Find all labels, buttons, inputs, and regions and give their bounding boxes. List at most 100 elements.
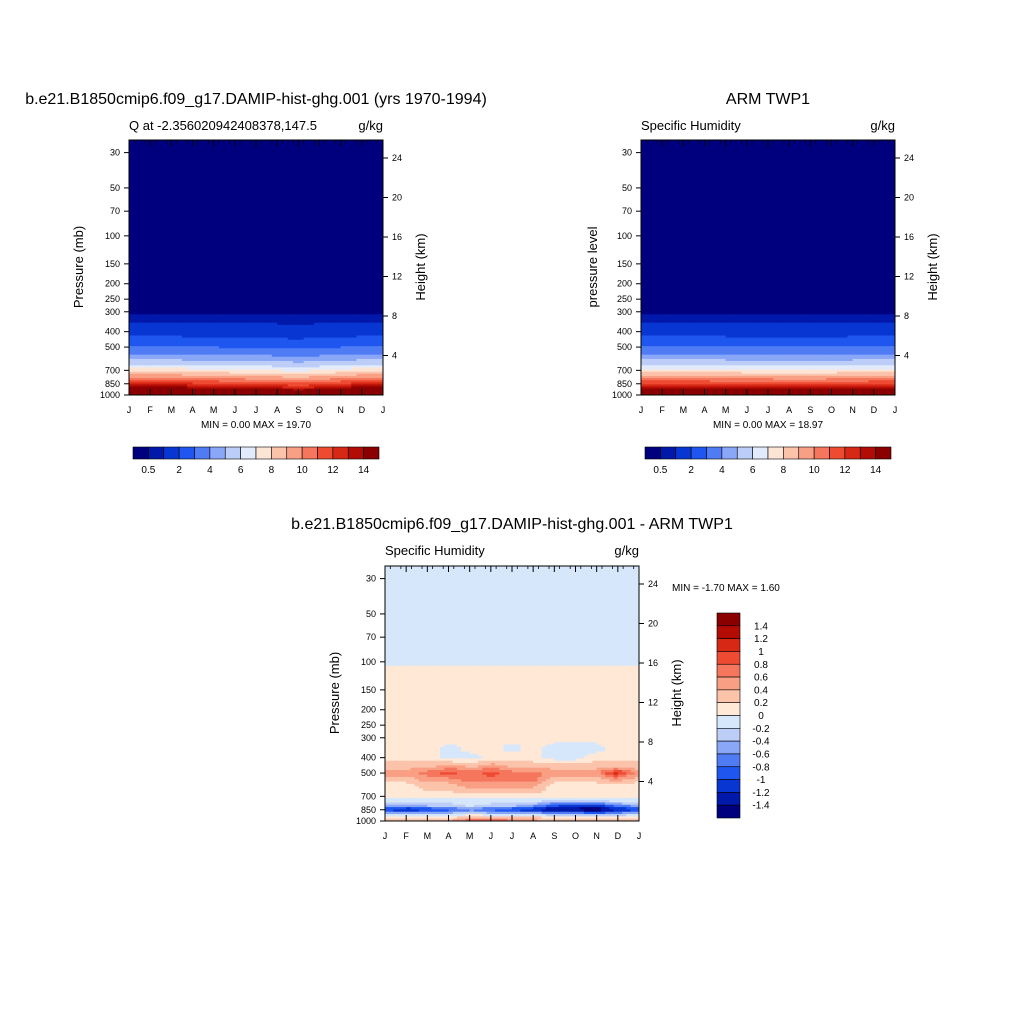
model-cell bbox=[192, 222, 199, 226]
model-cell bbox=[139, 365, 146, 368]
model-cell bbox=[213, 216, 220, 220]
model-cell bbox=[181, 384, 188, 388]
model-cell bbox=[234, 290, 241, 294]
model-cell bbox=[213, 305, 220, 309]
model-cell bbox=[240, 352, 247, 356]
model-cell bbox=[277, 229, 284, 232]
model-cell bbox=[324, 367, 331, 371]
model-cell bbox=[192, 225, 199, 228]
model-cell bbox=[150, 199, 157, 203]
model-cell bbox=[319, 380, 326, 383]
model-cell bbox=[271, 144, 278, 147]
model-cell bbox=[340, 256, 347, 260]
model-cell bbox=[171, 161, 178, 164]
model-cell bbox=[266, 218, 273, 222]
model-cell bbox=[303, 346, 310, 349]
model-cell bbox=[144, 382, 151, 385]
model-cell bbox=[314, 333, 321, 337]
model-cell bbox=[250, 178, 257, 181]
model-cell bbox=[250, 174, 257, 177]
model-cell bbox=[250, 305, 257, 309]
model-cell bbox=[282, 324, 289, 328]
model-cell bbox=[160, 392, 167, 395]
model-cell bbox=[256, 242, 262, 245]
model-cell bbox=[234, 231, 241, 235]
model-cell bbox=[324, 242, 331, 245]
model-cell bbox=[187, 159, 194, 162]
model-cell bbox=[245, 303, 252, 307]
model-cell bbox=[335, 199, 342, 203]
model-cell bbox=[282, 335, 289, 339]
model-cell bbox=[218, 186, 225, 190]
model-cell bbox=[171, 197, 178, 201]
model-cell bbox=[229, 180, 236, 184]
model-cell bbox=[282, 378, 289, 381]
model-cell bbox=[144, 278, 151, 281]
model-cell bbox=[208, 335, 215, 339]
model-cell bbox=[314, 371, 321, 375]
model-cell bbox=[303, 299, 310, 303]
model-cell bbox=[245, 184, 252, 188]
model-cell bbox=[324, 324, 331, 328]
model-cell bbox=[303, 290, 310, 294]
model-cell bbox=[266, 358, 273, 362]
model-cell bbox=[271, 150, 278, 154]
model-cell bbox=[256, 165, 262, 169]
model-cell bbox=[224, 273, 231, 277]
model-cell bbox=[271, 269, 278, 273]
model-cell bbox=[187, 157, 194, 160]
model-cell bbox=[234, 225, 241, 228]
model-cell bbox=[144, 380, 151, 383]
model-cell bbox=[345, 212, 352, 215]
model-cell bbox=[208, 361, 215, 364]
model-cell bbox=[319, 180, 326, 184]
model-cell bbox=[282, 369, 289, 373]
model-cell bbox=[240, 365, 247, 368]
model-cell bbox=[166, 367, 172, 371]
model-cell bbox=[345, 288, 352, 292]
model-cell bbox=[303, 142, 310, 145]
model-cell bbox=[245, 174, 252, 177]
model-cell bbox=[166, 201, 172, 205]
model-cell bbox=[266, 199, 273, 203]
model-cell bbox=[213, 250, 220, 254]
model-cell bbox=[229, 382, 236, 385]
model-cell bbox=[129, 373, 135, 377]
model-cell bbox=[192, 212, 199, 215]
model-cell bbox=[192, 348, 199, 351]
model-cell bbox=[192, 390, 199, 394]
model-cell bbox=[181, 163, 188, 167]
model-cell bbox=[160, 248, 167, 252]
model-cell bbox=[340, 267, 347, 271]
model-cell bbox=[319, 201, 326, 205]
model-cell bbox=[271, 390, 278, 394]
model-cell bbox=[330, 375, 336, 379]
model-cell bbox=[208, 208, 215, 211]
model-cell bbox=[308, 220, 315, 224]
model-cell bbox=[155, 227, 162, 230]
model-cell bbox=[229, 290, 236, 294]
model-cell bbox=[271, 290, 278, 294]
model-cell bbox=[271, 284, 278, 288]
model-cell bbox=[293, 358, 299, 362]
model-cell bbox=[335, 176, 342, 179]
model-cell bbox=[314, 218, 321, 222]
model-cell bbox=[335, 305, 342, 309]
model-cell bbox=[150, 356, 157, 360]
model-cell bbox=[129, 231, 135, 235]
model-cell bbox=[234, 214, 241, 218]
model-cell bbox=[144, 237, 151, 241]
model-cell bbox=[293, 150, 299, 154]
model-cell bbox=[176, 150, 183, 154]
model-cell bbox=[293, 341, 299, 345]
model-cell bbox=[213, 195, 220, 198]
model-cell bbox=[144, 310, 151, 313]
model-cell bbox=[181, 286, 188, 290]
model-cell bbox=[166, 203, 172, 207]
model-cell bbox=[303, 216, 310, 220]
model-cell bbox=[277, 214, 284, 218]
model-cell bbox=[166, 188, 172, 192]
model-cell bbox=[139, 273, 146, 277]
model-cell bbox=[134, 278, 141, 281]
model-cell bbox=[187, 182, 194, 186]
